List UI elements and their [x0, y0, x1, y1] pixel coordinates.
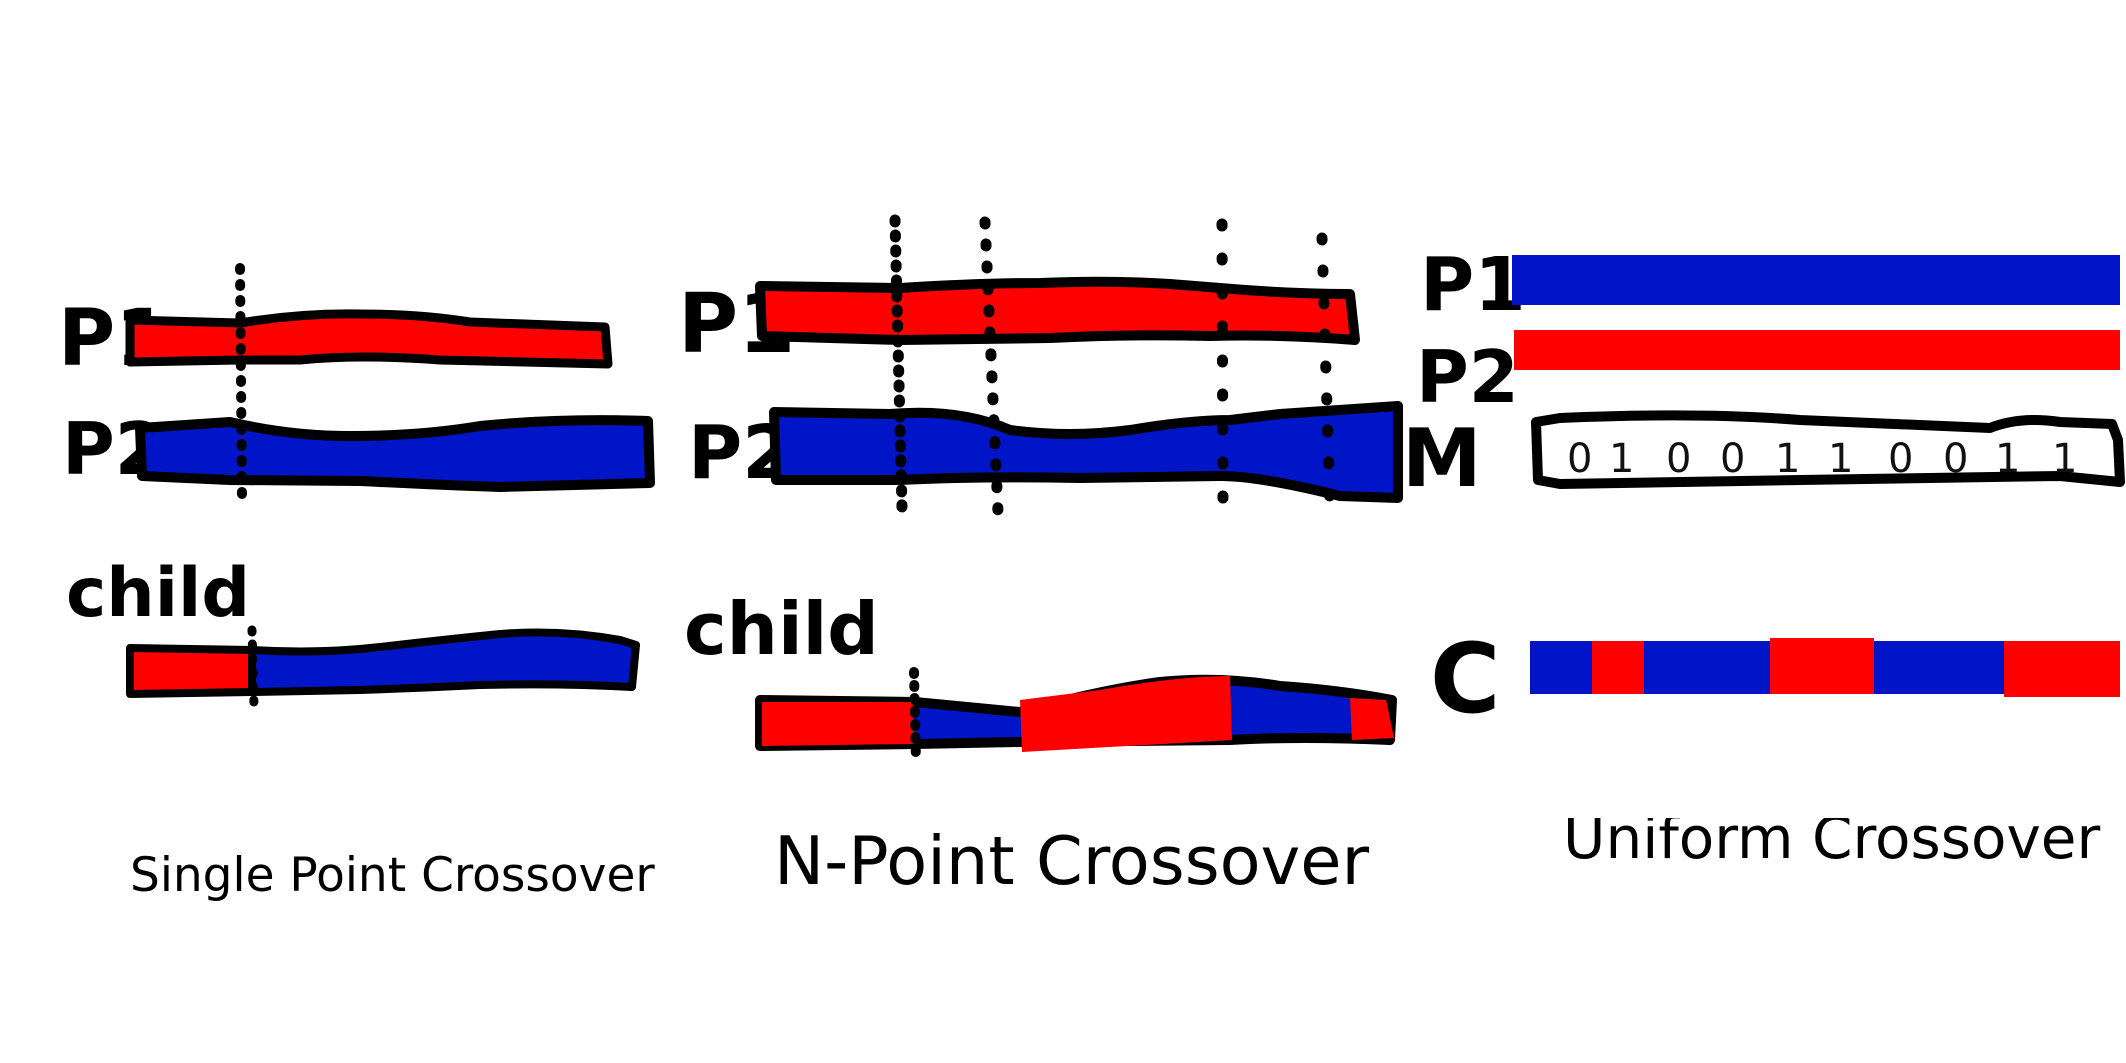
single-crossover-point	[235, 263, 247, 503]
uniform-p1-label: P1	[1420, 242, 1526, 328]
mask-bit: 1	[1995, 436, 2020, 482]
n-point-panel: P1 P2 child	[678, 214, 1403, 767]
uniform-mask-label: M	[1402, 412, 1482, 505]
uniform-mask-bits: 0 1 0 0 1 1 0 0 1 1	[1567, 436, 2077, 482]
child-gene-blue	[1530, 641, 1592, 694]
npoint-child-point	[909, 667, 921, 767]
uniform-caption: Uniform Crossover	[1563, 804, 2101, 872]
uniform-child-label: C	[1430, 623, 1500, 735]
npoint-child-red-1	[762, 702, 913, 746]
child-gene-blue	[1644, 641, 1770, 694]
npoint-parent2-bar	[769, 401, 1403, 503]
mask-bit: 0	[1567, 436, 1592, 482]
npoint-child-red-3	[1350, 698, 1394, 740]
uniform-p2-label: P2	[1416, 335, 1519, 419]
child-gene-red	[2004, 641, 2120, 697]
mask-bit: 0	[1666, 436, 1691, 482]
n-point-caption: N-Point Crossover	[774, 822, 1370, 900]
single-child-blue-segment	[248, 628, 640, 696]
npoint-child-red-2	[1020, 676, 1232, 752]
child-gene-red	[1592, 641, 1644, 694]
npoint-point-3	[1216, 218, 1229, 516]
single-point-caption: Single Point Crossover	[130, 848, 655, 903]
mask-bit: 0	[1888, 436, 1913, 482]
child-gene-blue	[1874, 641, 2004, 694]
uniform-child-bar	[1530, 638, 2120, 697]
npoint-point-2	[979, 216, 1004, 518]
uniform-parent2-bar	[1514, 330, 2120, 370]
npoint-parent1-bar	[755, 276, 1360, 345]
npoint-point-4	[1316, 232, 1336, 516]
single-child-label: child	[66, 554, 250, 633]
mask-bit: 0	[1720, 436, 1745, 482]
uniform-mask-bar	[1531, 410, 2125, 489]
single-point-panel: P1 P2 child	[58, 263, 655, 711]
single-child-bar	[126, 644, 256, 698]
single-parent2-bar	[135, 415, 655, 492]
uniform-panel: P1 P2 M 0 1 0 0 1 1 0 0 1 1 C	[1402, 242, 2125, 735]
npoint-point-1	[889, 214, 908, 514]
npoint-child-label: child	[684, 587, 879, 671]
uniform-parent1-bar	[1512, 255, 2120, 305]
child-gene-red	[1770, 638, 1874, 694]
mask-bit: 1	[1828, 436, 1853, 482]
mask-bit: 1	[1775, 436, 1800, 482]
single-child-crossover-point	[247, 625, 259, 711]
mask-bit: 1	[2052, 436, 2077, 482]
single-parent1-bar	[125, 309, 613, 369]
mask-bit: 1	[1609, 436, 1634, 482]
mask-bit: 0	[1943, 436, 1968, 482]
